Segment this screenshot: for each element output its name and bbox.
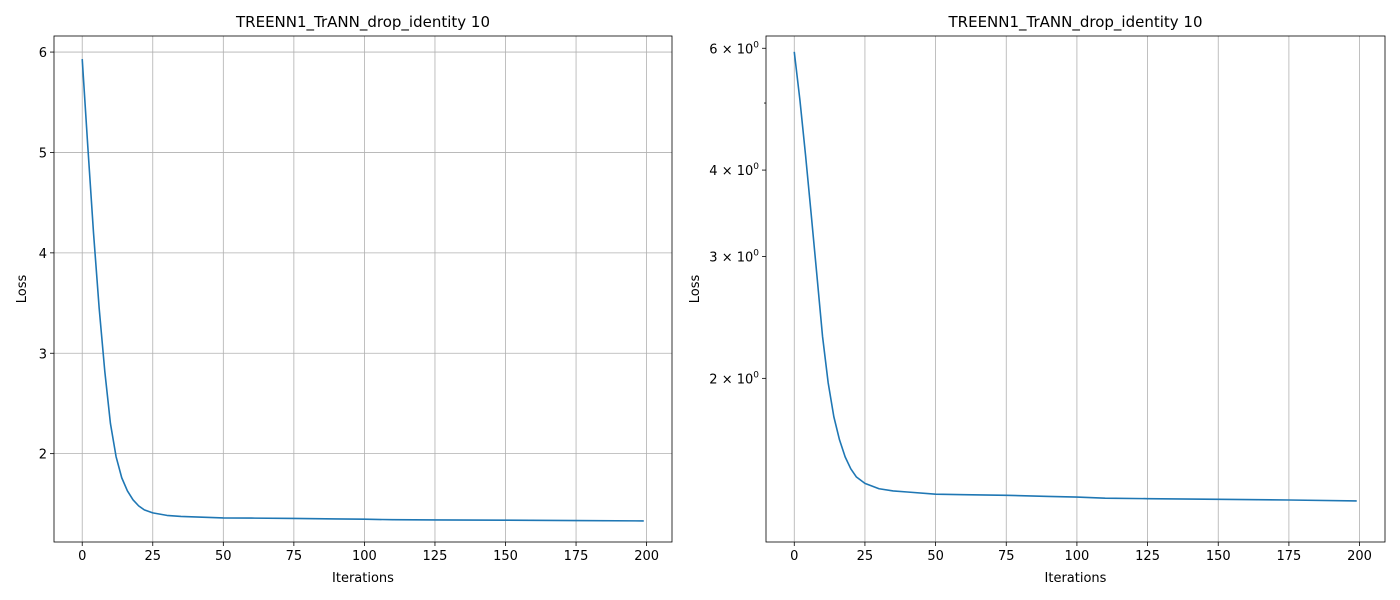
plot-frame xyxy=(53,35,673,543)
y-tick-label: 4 xyxy=(39,247,47,262)
grid-lines xyxy=(54,36,672,542)
plot-frame xyxy=(765,35,1386,543)
grid-lines xyxy=(793,36,1360,542)
y-tick-times: × 10 xyxy=(718,42,754,57)
chart-title: TREENN1_TrANN_drop_identity 10 xyxy=(948,13,1203,32)
x-tick-label: 100 xyxy=(352,549,377,564)
y-tick-label: 4 × 100 xyxy=(709,162,759,179)
chart-title: TREENN1_TrANN_drop_identity 10 xyxy=(235,13,490,32)
y-tick-label: 3 xyxy=(39,347,47,362)
x-tick-label: 0 xyxy=(790,549,798,564)
y-tick-exponent: 0 xyxy=(753,249,759,259)
y-axis-label: Loss xyxy=(688,275,703,304)
y-tick-label: 2 xyxy=(39,448,47,463)
series-line xyxy=(793,51,1357,502)
y-tick-mantissa: 2 xyxy=(709,372,717,387)
x-axis-label: Iterations xyxy=(1045,571,1107,586)
x-tick-label: 175 xyxy=(1276,549,1301,564)
x-axis-label: Iterations xyxy=(332,571,394,586)
x-tick-label: 25 xyxy=(857,549,874,564)
y-tick-label: 3 × 100 xyxy=(709,249,759,266)
y-tick-times: × 10 xyxy=(718,251,754,266)
x-tick-label: 200 xyxy=(1347,549,1372,564)
x-tick-label: 200 xyxy=(634,549,659,564)
y-tick-exponent: 0 xyxy=(753,370,759,380)
x-tick-label: 150 xyxy=(1206,549,1231,564)
x-tick-label: 25 xyxy=(144,549,161,564)
x-tick-label: 125 xyxy=(423,549,448,564)
y-tick-times: × 10 xyxy=(718,164,754,179)
series-line xyxy=(81,59,644,522)
y-tick-times: × 10 xyxy=(718,372,754,387)
x-tick-label: 50 xyxy=(215,549,232,564)
y-tick-exponent: 0 xyxy=(753,40,759,50)
x-tick-label: 50 xyxy=(927,549,944,564)
y-tick-label: 5 xyxy=(39,146,47,161)
y-axis-label: Loss xyxy=(15,275,30,304)
y-tick-exponent: 0 xyxy=(753,162,759,172)
x-tick-label: 75 xyxy=(998,549,1015,564)
x-tick-label: 100 xyxy=(1064,549,1089,564)
x-tick-label: 125 xyxy=(1135,549,1160,564)
y-tick-label: 6 xyxy=(39,46,47,61)
y-tick-label: 2 × 100 xyxy=(709,370,759,387)
x-tick-label: 0 xyxy=(78,549,86,564)
x-tick-label: 75 xyxy=(286,549,303,564)
y-tick-label: 6 × 100 xyxy=(709,40,759,57)
x-tick-label: 150 xyxy=(493,549,518,564)
y-tick-mantissa: 6 xyxy=(709,42,717,57)
x-tick-label: 175 xyxy=(564,549,589,564)
y-tick-mantissa: 4 xyxy=(709,164,717,179)
y-tick-mantissa: 3 xyxy=(709,251,717,266)
chart-1: 0 25 50 75 100 125 150 175 200 2 3 4 5 6 TREENN1_TrANN… xyxy=(15,13,673,586)
